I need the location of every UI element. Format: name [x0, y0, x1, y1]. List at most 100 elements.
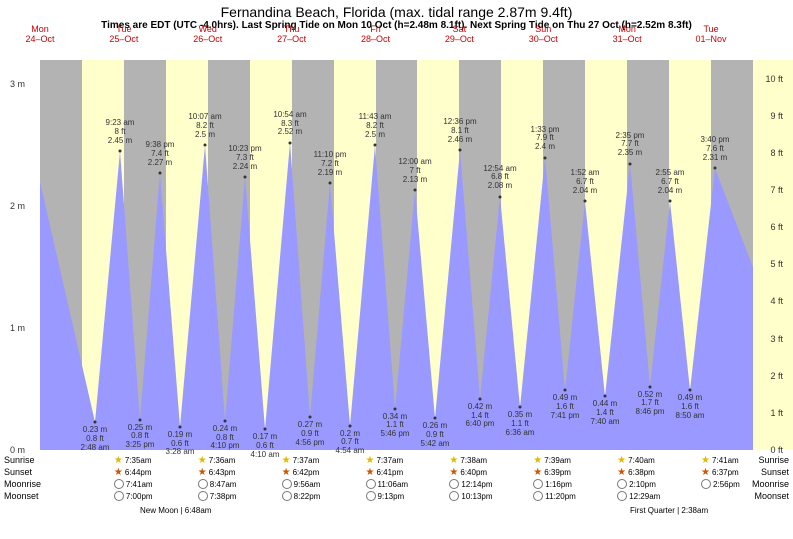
- high-tide-label: 11:10 pm7.2 ft2.19 m: [305, 151, 355, 177]
- tide-point: [629, 162, 632, 165]
- tide-point: [519, 406, 522, 409]
- high-tide-label: 1:52 am6.7 ft2.04 m: [560, 169, 610, 195]
- tide-point: [394, 407, 397, 410]
- moonset-time: 12:29am: [617, 491, 660, 501]
- y-tick-right: 5 ft: [770, 259, 783, 269]
- moonset-time: 9:13pm: [366, 491, 405, 501]
- moonrise-time: 1:16pm: [533, 479, 572, 489]
- date-label: Mon31–Oct: [607, 24, 647, 44]
- tide-point: [714, 167, 717, 170]
- sunrise-icon: ★: [114, 455, 123, 466]
- tide-point: [564, 389, 567, 392]
- y-tick-right: 4 ft: [770, 296, 783, 306]
- moonrise-time: 9:56am: [282, 479, 321, 489]
- moonset-row: MoonsetMoonset7:00pm7:38pm8:22pm9:13pm10…: [0, 491, 793, 502]
- plot-area: 0.23 m0.8 ft2:48 am9:23 am8 ft2.45 m0.25…: [40, 60, 753, 450]
- date-label: Mon24–Oct: [20, 24, 60, 44]
- moonset-time: 10:13pm: [449, 491, 492, 501]
- sunset-row: Sunset Sunset ★6:44pm ★6:43pm ★6:42pm ★6:41pm…: [0, 467, 793, 478]
- tide-point: [289, 141, 292, 144]
- sunset-time: ★6:37pm: [701, 467, 739, 478]
- tide-point: [434, 417, 437, 420]
- row-label-left: Sunrise: [4, 455, 44, 465]
- y-tick-right: 0 ft: [770, 445, 783, 455]
- high-tide-label: 12:00 am7 ft2.13 m: [390, 158, 440, 184]
- high-tide-label: 10:07 am8.2 ft2.5 m: [180, 113, 230, 139]
- tide-point: [264, 428, 267, 431]
- y-tick-right: 10 ft: [765, 74, 783, 84]
- sunset-time: ★6:43pm: [198, 467, 236, 478]
- moonset-time: 11:20pm: [533, 491, 576, 501]
- tide-point: [604, 395, 607, 398]
- tide-point: [374, 144, 377, 147]
- tide-point: [139, 418, 142, 421]
- sunset-time: ★6:42pm: [282, 467, 320, 478]
- moonrise-time: 2:10pm: [617, 479, 656, 489]
- date-label: Tue25–Oct: [104, 24, 144, 44]
- tide-point: [459, 149, 462, 152]
- tide-point: [179, 425, 182, 428]
- moonrise-icon: [701, 479, 711, 489]
- low-tide-label: 0.26 m0.9 ft5:42 am: [410, 422, 460, 448]
- y-tick-right: 1 ft: [770, 408, 783, 418]
- moonrise-time: 12:14pm: [449, 479, 492, 489]
- tide-point: [499, 195, 502, 198]
- row-label-right: Moonrise: [749, 479, 789, 489]
- tide-point: [204, 144, 207, 147]
- tide-point: [309, 416, 312, 419]
- sunrise-time: ★7:39am: [533, 455, 571, 466]
- sunset-time: ★6:41pm: [366, 467, 404, 478]
- y-tick-right: 8 ft: [770, 148, 783, 158]
- moonrise-icon: [617, 479, 627, 489]
- high-tide-label: 1:33 pm7.9 ft2.4 m: [520, 126, 570, 152]
- tide-point: [584, 200, 587, 203]
- y-tick-left: 0 m: [10, 445, 25, 455]
- high-tide-label: 3:40 pm7.6 ft2.31 m: [690, 136, 740, 162]
- moonset-time: 8:22pm: [282, 491, 321, 501]
- date-label: Wed26–Oct: [188, 24, 228, 44]
- row-label-left: Sunset: [4, 467, 44, 477]
- low-tide-label: 0.44 m1.4 ft7:40 am: [580, 400, 630, 426]
- moonset-time: 7:38pm: [198, 491, 237, 501]
- date-label: Sat29–Oct: [439, 24, 479, 44]
- sunrise-time: ★7:41am: [701, 455, 739, 466]
- high-tide-label: 9:38 pm7.4 ft2.27 m: [135, 141, 185, 167]
- tide-point: [479, 397, 482, 400]
- tide-point: [244, 176, 247, 179]
- moonset-time: 7:00pm: [114, 491, 153, 501]
- moonset-icon: [114, 491, 124, 501]
- sunset-time: ★6:39pm: [533, 467, 571, 478]
- y-tick-left: 2 m: [10, 201, 25, 211]
- moonrise-time: 8:47am: [198, 479, 237, 489]
- sunrise-icon: ★: [366, 455, 375, 466]
- row-label-right: Sunset: [749, 467, 789, 477]
- sunset-time: ★6:44pm: [114, 467, 152, 478]
- moonrise-time: 2:56pm: [701, 479, 740, 489]
- tide-point: [94, 420, 97, 423]
- sunset-icon: ★: [617, 467, 626, 478]
- moonset-icon: [533, 491, 543, 501]
- sunrise-icon: ★: [701, 455, 710, 466]
- date-label: Thu27–Oct: [272, 24, 312, 44]
- sunset-icon: ★: [449, 467, 458, 478]
- high-tide-label: 12:36 pm8.1 ft2.46 m: [435, 118, 485, 144]
- sunrise-time: ★7:36am: [198, 455, 236, 466]
- y-tick-right: 2 ft: [770, 371, 783, 381]
- sunrise-icon: ★: [533, 455, 542, 466]
- row-label-right: Sunrise: [749, 455, 789, 465]
- high-tide-label: 10:54 am8.3 ft2.52 m: [265, 111, 315, 137]
- chart-title: Fernandina Beach, Florida (max. tidal ra…: [0, 0, 793, 20]
- moonrise-icon: [114, 479, 124, 489]
- sunset-icon: ★: [114, 467, 123, 478]
- y-tick-left: 3 m: [10, 79, 25, 89]
- tide-point: [649, 385, 652, 388]
- sunrise-time: ★7:37am: [282, 455, 320, 466]
- low-tide-label: 0.49 m1.6 ft8:50 am: [665, 394, 715, 420]
- moonset-icon: [617, 491, 627, 501]
- moonrise-row: MoonriseMoonrise7:41am8:47am9:56am11:06a…: [0, 479, 793, 490]
- moon-phase-label: New Moon | 6:48am: [140, 506, 211, 515]
- sunrise-icon: ★: [198, 455, 207, 466]
- row-label-right: Moonset: [749, 491, 789, 501]
- moonrise-icon: [198, 479, 208, 489]
- sunrise-time: ★7:38am: [449, 455, 487, 466]
